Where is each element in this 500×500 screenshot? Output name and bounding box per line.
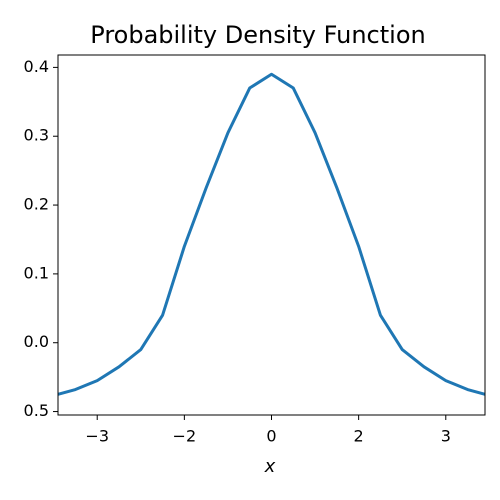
y-tick-label: 0.3 (24, 126, 49, 145)
x-tick-label: 3 (441, 427, 451, 446)
plot-frame (57, 54, 486, 416)
x-tick-label: 0 (266, 427, 276, 446)
line (57, 72, 486, 396)
x-tick-label: 2 (354, 427, 364, 446)
x-tick-label: −3 (85, 427, 109, 446)
x-axis-label: x (264, 456, 276, 477)
y-tick-label: 0.2 (24, 195, 49, 214)
y-tick-label: 0.0 (24, 332, 49, 351)
chart-title: Probability Density Function (90, 21, 425, 49)
y-tick-label: 0.4 (24, 57, 49, 76)
x-tick-label: −2 (173, 427, 197, 446)
y-tick-label: 0.5 (24, 401, 49, 420)
y-tick-label: 0.1 (24, 263, 49, 282)
